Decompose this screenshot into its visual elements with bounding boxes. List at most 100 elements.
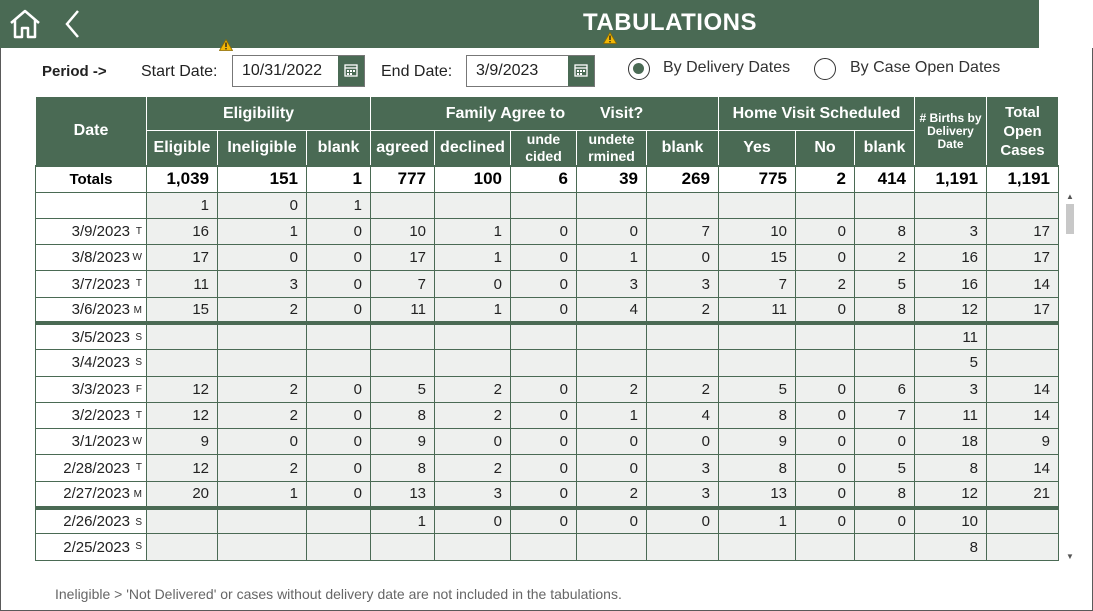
table-cell: 0	[795, 401, 855, 430]
row-date: 3/9/2023	[71, 222, 130, 240]
table-cell: 12	[146, 454, 218, 482]
end-date-input[interactable]: 3/9/2023	[466, 55, 595, 87]
warning-icon[interactable]	[219, 39, 233, 51]
table-cell: 8	[370, 454, 435, 482]
table-cell: 0	[306, 296, 371, 324]
table-cell: 0	[576, 217, 647, 246]
table-row[interactable]: 3/1/2023 W 9 0 0 9 0 0 0 0 9 0 0 18 9	[35, 428, 1059, 456]
table-row[interactable]: 3/5/2023 S 11	[35, 321, 1059, 351]
table-cell: 5	[914, 349, 987, 377]
table-cell	[434, 191, 511, 219]
col-header-undecided[interactable]: unde cided	[510, 130, 577, 167]
row-date: 2/26/2023	[63, 512, 130, 530]
radio-by-case-open-dates[interactable]	[814, 58, 836, 80]
col-header-total-open[interactable]: Total Open Cases	[986, 96, 1059, 167]
col-header-births[interactable]: # Births by Delivery Date	[914, 96, 987, 167]
table-cell: 0	[795, 480, 855, 509]
table-cell: 10	[370, 217, 435, 246]
table-cell: 0	[576, 428, 647, 456]
col-header-eligibility-blank[interactable]: blank	[306, 130, 371, 167]
table-cell: 0	[646, 505, 719, 535]
col-header-agreed[interactable]: agreed	[370, 130, 435, 167]
table-cell: 8	[914, 454, 987, 482]
row-day-of-week: T	[135, 462, 142, 474]
table-cell: 0	[576, 505, 647, 535]
table-cell	[146, 349, 218, 377]
col-header-declined[interactable]: declined	[434, 130, 511, 167]
table-cell: 0	[434, 505, 511, 535]
col-header-yes[interactable]: Yes	[718, 130, 796, 167]
table-row[interactable]: 3/9/2023 T 16 1 0 10 1 0 0 7 10 0 8 3 17	[35, 217, 1059, 246]
row-date: 3/6/2023	[71, 301, 130, 319]
scroll-thumb[interactable]	[1066, 204, 1074, 234]
table-row[interactable]: 2/25/2023 S 8	[35, 533, 1059, 561]
table-cell: 4	[646, 401, 719, 430]
radio-by-delivery-dates[interactable]	[628, 58, 650, 80]
table-cell: 3	[646, 480, 719, 509]
scroll-up-icon[interactable]: ▲	[1066, 192, 1074, 201]
table-cell	[718, 321, 796, 351]
col-header-eligible[interactable]: Eligible	[146, 130, 218, 167]
table-row[interactable]: 3/8/2023 W 17 0 0 17 1 0 1 0 15 0 2 16 17	[35, 244, 1059, 272]
table-cell: 0	[510, 480, 577, 509]
table-cell: 2	[646, 375, 719, 403]
col-header-no[interactable]: No	[795, 130, 855, 167]
row-date: 3/7/2023	[71, 275, 130, 293]
col-header-undetermined[interactable]: undete rmined	[576, 130, 647, 167]
table-cell: 5	[854, 270, 915, 298]
warning-icon[interactable]	[603, 32, 617, 44]
table-cell	[718, 533, 796, 561]
table-cell	[434, 321, 511, 351]
col-header-ineligible[interactable]: Ineligible	[217, 130, 307, 167]
table-cell	[576, 191, 647, 219]
title-bar: TABULATIONS	[0, 0, 1039, 48]
table-cell	[510, 191, 577, 219]
home-icon[interactable]	[8, 8, 42, 40]
table-cell: 3	[217, 270, 307, 298]
table-row[interactable]: 3/3/2023 F 12 2 0 5 2 0 2 2 5 0 6 3 14	[35, 375, 1059, 403]
table-cell	[370, 191, 435, 219]
vertical-scrollbar[interactable]: ▲ ▼	[1064, 190, 1076, 564]
table-cell: 3	[646, 454, 719, 482]
row-date-cell: 3/5/2023 S	[35, 321, 147, 351]
col-header-visit-blank[interactable]: blank	[854, 130, 915, 167]
back-button[interactable]	[62, 8, 84, 40]
table-row[interactable]: 2/27/2023 M 20 1 0 13 3 0 2 3 13 0 8 12 21	[35, 480, 1059, 509]
table-row[interactable]: 3/2/2023 T 12 2 0 8 2 0 1 4 8 0 7 11 14	[35, 401, 1059, 430]
table-cell	[646, 321, 719, 351]
table-cell	[986, 349, 1059, 377]
start-date-value: 10/31/2022	[242, 62, 323, 79]
table-cell: 12	[146, 375, 218, 403]
table-row[interactable]: 3/6/2023 M 15 2 0 11 1 0 4 2 11 0 8 12 17	[35, 296, 1059, 324]
calendar-icon[interactable]	[338, 56, 364, 86]
table-cell: 0	[306, 454, 371, 482]
calendar-icon[interactable]	[568, 56, 594, 86]
table-cell	[306, 533, 371, 561]
start-date-input[interactable]: 10/31/2022	[232, 55, 365, 87]
table-cell: 8	[370, 401, 435, 430]
totals-row: Totals 1,039 151 1 777 100 6 39 269 775 2 414 1,191 1…	[35, 165, 1059, 193]
table-cell: 20	[146, 480, 218, 509]
table-cell: 0	[576, 454, 647, 482]
table-cell: 0	[306, 480, 371, 509]
col-header-date[interactable]: Date	[35, 96, 147, 167]
table-cell: 11	[914, 401, 987, 430]
col-header-agree-blank[interactable]: blank	[646, 130, 719, 167]
table-cell	[576, 349, 647, 377]
table-cell	[646, 349, 719, 377]
row-date: 3/2/2023	[71, 407, 130, 425]
row-date-cell: 3/8/2023 W	[35, 244, 147, 272]
table-cell: 1	[576, 244, 647, 272]
table-cell: 0	[646, 428, 719, 456]
row-day-of-week: S	[135, 357, 142, 369]
table-row[interactable]: 2/28/2023 T 12 2 0 8 2 0 0 3 8 0 5 8 14	[35, 454, 1059, 482]
table-row[interactable]: 3/7/2023 T 11 3 0 7 0 0 3 3 7 2 5 16 14	[35, 270, 1059, 298]
table-cell: 8	[854, 480, 915, 509]
scroll-down-icon[interactable]: ▼	[1066, 552, 1074, 561]
table-cell: 0	[217, 191, 307, 219]
table-row[interactable]: 3/4/2023 S 5	[35, 349, 1059, 377]
table-cell: 12	[914, 480, 987, 509]
table-row[interactable]: 2/26/2023 S 1 0 0 0 0 1 0 0 10	[35, 505, 1059, 535]
row-day-of-week: T	[135, 409, 142, 421]
